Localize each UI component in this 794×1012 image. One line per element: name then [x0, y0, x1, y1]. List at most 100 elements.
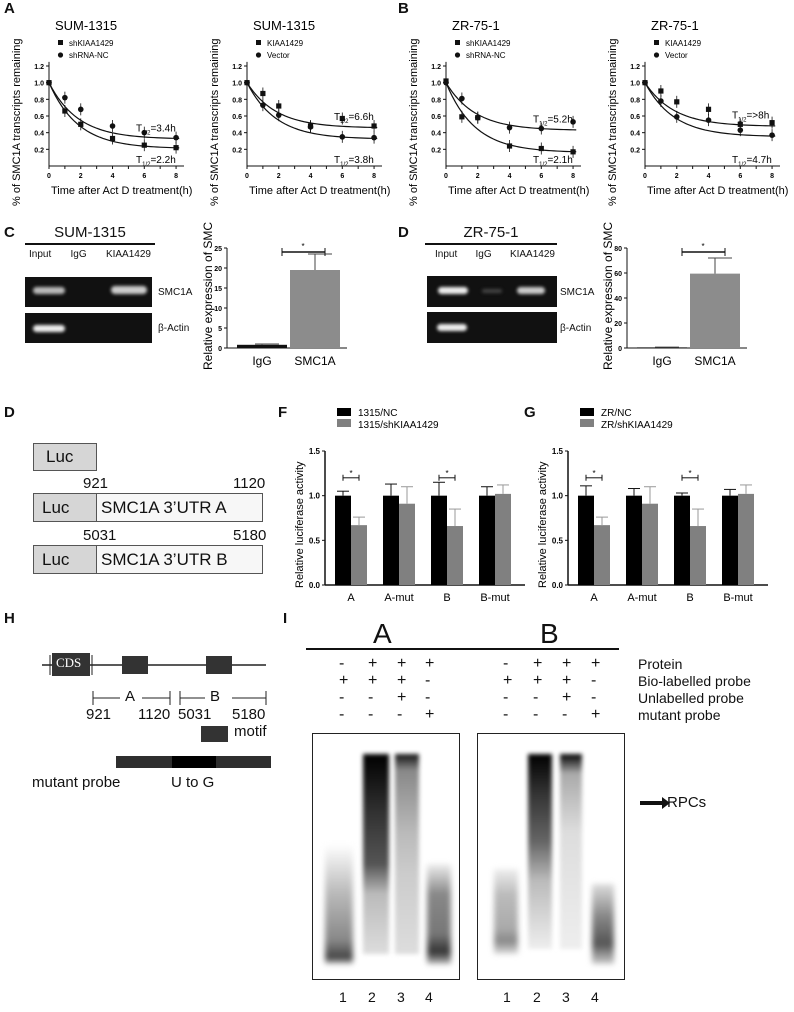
- emsa-group-a: A: [373, 618, 392, 649]
- panel-label-f: F: [278, 404, 288, 421]
- emsa-row-label: Unlabelled probe: [638, 690, 744, 706]
- svg-text:2: 2: [675, 173, 679, 180]
- emsa-lane-number: 2: [533, 989, 541, 1005]
- svg-text:0: 0: [245, 173, 249, 180]
- svg-text:0.6: 0.6: [232, 114, 242, 121]
- svg-text:1.0: 1.0: [232, 81, 242, 88]
- svg-text:1.0: 1.0: [431, 81, 441, 88]
- svg-text:ZR-75-1: ZR-75-1: [651, 18, 699, 33]
- svg-text:*: *: [301, 242, 304, 251]
- svg-text:Time after Act D treatment(h): Time after Act D treatment(h): [448, 185, 589, 197]
- svg-text:0.8: 0.8: [34, 97, 44, 104]
- emsa-lane-number: 1: [339, 989, 347, 1005]
- svg-text:Relative expression of SMC1A: Relative expression of SMC1A: [601, 222, 615, 370]
- svg-text:0.8: 0.8: [232, 97, 242, 104]
- svg-text:6: 6: [738, 173, 742, 180]
- svg-text:*: *: [701, 242, 704, 251]
- luc-segment: Luc: [34, 546, 97, 573]
- svg-text:6: 6: [340, 173, 344, 180]
- emsa-condition-sign: +: [425, 706, 435, 723]
- svg-text:B-mut: B-mut: [480, 592, 509, 604]
- emsa-lane-number: 2: [368, 989, 376, 1005]
- luc-box: Luc: [33, 443, 97, 471]
- emsa-row-label: Bio-labelled probe: [638, 673, 751, 689]
- svg-text:0: 0: [47, 173, 51, 180]
- decay-chart-B-left: % of SMC1A transcripts remaining ZR-75-1 s…: [408, 18, 589, 206]
- motif-block: [122, 656, 148, 674]
- lane-label: KIAA1429: [105, 249, 151, 260]
- emsa-condition-sign: -: [339, 706, 345, 723]
- svg-text:IgG: IgG: [652, 354, 671, 368]
- svg-text:B-mut: B-mut: [723, 592, 752, 604]
- svg-text:4: 4: [508, 173, 512, 180]
- lane-label: Input: [29, 249, 52, 260]
- svg-text:0.4: 0.4: [431, 131, 441, 138]
- decay-chart-A-right: % of SMC1A transcripts remaining SUM-1315…: [209, 18, 390, 206]
- svg-text:0.6: 0.6: [630, 114, 640, 121]
- svg-text:0.6: 0.6: [431, 114, 441, 121]
- svg-text:shKIAA1429: shKIAA1429: [466, 39, 511, 48]
- emsa-condition-sign: +: [368, 655, 378, 672]
- svg-text:0.6: 0.6: [34, 114, 44, 121]
- emsa-condition-sign: +: [425, 655, 435, 672]
- emsa-condition-sign: -: [425, 689, 431, 706]
- svg-text:0.4: 0.4: [34, 131, 44, 138]
- luciferase-chart-F: Relative luciferase activity 1315/NC1315/…: [294, 408, 525, 604]
- svg-text:Vector: Vector: [267, 51, 290, 60]
- emsa-condition-sign: -: [368, 706, 374, 723]
- lane-label: IgG: [70, 249, 87, 260]
- svg-text:% of SMC1A transcripts remaini: % of SMC1A transcripts remaining: [11, 38, 23, 206]
- mutant-probe-label: mutant probe: [32, 774, 121, 791]
- svg-text:4: 4: [111, 173, 115, 180]
- svg-text:0.8: 0.8: [630, 97, 640, 104]
- svg-text:8: 8: [372, 173, 376, 180]
- svg-text:shRNA-NC: shRNA-NC: [466, 51, 506, 60]
- emsa-condition-sign: -: [562, 706, 568, 723]
- emsa-condition-sign: +: [533, 655, 543, 672]
- svg-text:T1/2=>8h: T1/2=>8h: [732, 110, 769, 123]
- svg-text:Time after Act D treatment(h): Time after Act D treatment(h): [647, 185, 788, 197]
- emsa-condition-sign: +: [562, 672, 572, 689]
- svg-text:2: 2: [277, 173, 281, 180]
- emsa-condition-sign: +: [591, 655, 601, 672]
- position-label: 921: [86, 706, 112, 723]
- svg-text:ZR/NC: ZR/NC: [601, 408, 632, 419]
- svg-text:1.2: 1.2: [630, 64, 640, 71]
- position-label: 1120: [233, 475, 266, 492]
- utr-segment: SMC1A 3’UTR A: [97, 494, 262, 521]
- emsa-condition-sign: -: [503, 689, 509, 706]
- svg-text:0.4: 0.4: [232, 131, 242, 138]
- svg-text:Time after Act D treatment(h): Time after Act D treatment(h): [51, 185, 192, 197]
- svg-text:ZR-75-1: ZR-75-1: [452, 18, 500, 33]
- emsa-condition-sign: -: [397, 706, 403, 723]
- svg-text:0.0: 0.0: [552, 581, 564, 590]
- rpc-arrow-icon: [640, 797, 670, 809]
- panel-label-b: B: [398, 0, 409, 17]
- svg-text:shKIAA1429: shKIAA1429: [69, 39, 114, 48]
- svg-text:8: 8: [174, 173, 178, 180]
- svg-text:Time after Act D treatment(h): Time after Act D treatment(h): [249, 185, 390, 197]
- svg-text:Vector: Vector: [665, 51, 688, 60]
- svg-text:1.0: 1.0: [552, 492, 564, 501]
- svg-text:T1/2=3.4h: T1/2=3.4h: [136, 124, 176, 137]
- svg-text:1.0: 1.0: [630, 81, 640, 88]
- emsa-row-label: Protein: [638, 656, 683, 672]
- svg-text:1.5: 1.5: [552, 447, 564, 456]
- position-label: 5180: [232, 706, 266, 723]
- emsa-condition-sign: +: [397, 672, 407, 689]
- luc-segment: Luc: [34, 494, 97, 521]
- gel-row-label: SMC1A: [158, 287, 193, 298]
- utr-schematic: [42, 653, 267, 742]
- svg-text:SMC1A: SMC1A: [294, 354, 335, 368]
- panel-label-d-construct: D: [4, 404, 15, 421]
- panel-label-g: G: [524, 404, 536, 421]
- svg-text:1.2: 1.2: [34, 64, 44, 71]
- panel-label-c: C: [4, 224, 15, 241]
- svg-text:6: 6: [539, 173, 543, 180]
- svg-text:0.4: 0.4: [630, 131, 640, 138]
- emsa-condition-sign: -: [591, 689, 597, 706]
- construct-b: Luc SMC1A 3’UTR B: [33, 545, 263, 574]
- emsa-row-label: mutant probe: [638, 707, 721, 723]
- svg-text:0: 0: [218, 346, 222, 353]
- svg-text:0.2: 0.2: [34, 147, 44, 154]
